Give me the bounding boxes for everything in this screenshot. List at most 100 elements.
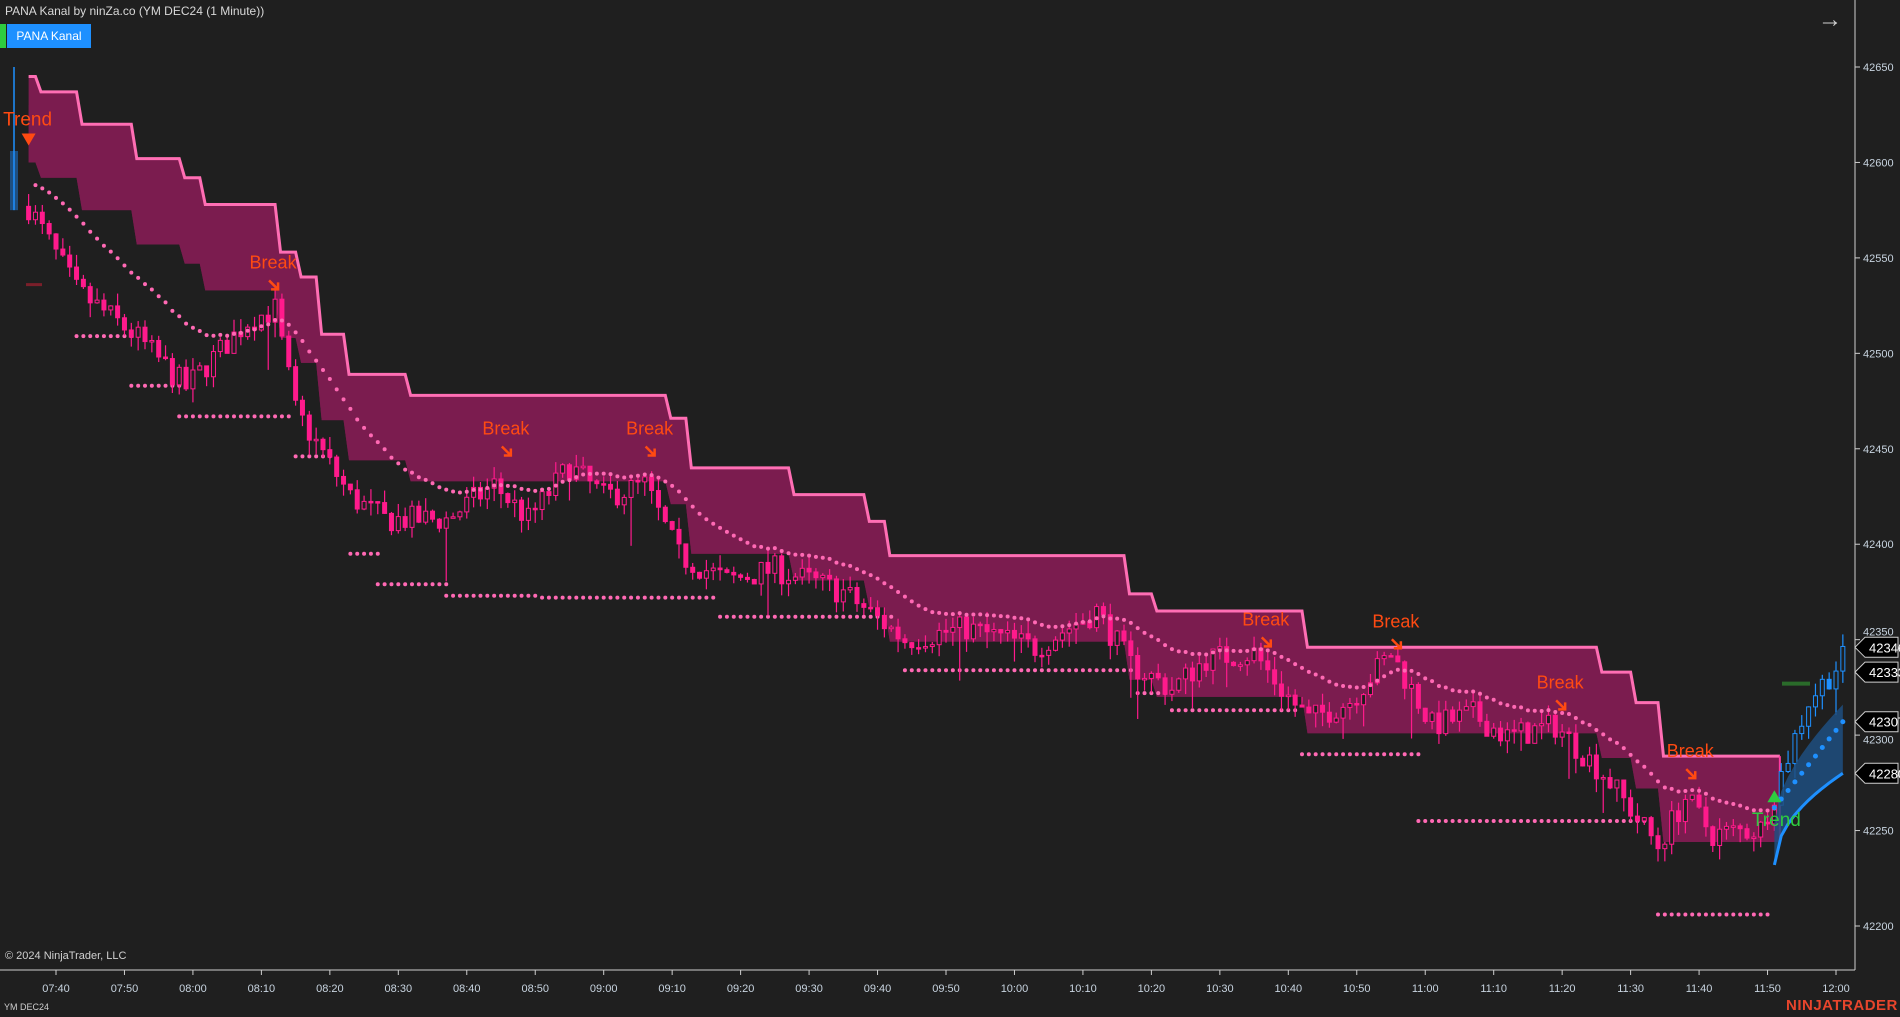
candle-body [875,607,881,616]
candle-body [128,329,134,338]
support-dot [1409,752,1414,757]
candle-body [1415,683,1421,709]
trend-label: Trend [1752,810,1801,831]
support-dot [1656,912,1660,917]
channel-midline-dot [1080,620,1085,625]
support-dot [218,414,223,419]
candle-body [573,466,579,480]
candle-body [861,603,867,608]
channel-midline-dot [1375,678,1380,683]
channel-midline-dot [416,475,421,480]
channel-midline-dot [1128,620,1133,625]
pana-kanal-indicator-button[interactable]: PANA Kanal [7,24,91,48]
support-dot [1142,691,1147,696]
support-dot [998,668,1003,673]
support-dot [225,414,230,419]
support-dot [1594,819,1599,824]
candle-body [375,501,381,504]
channel-midline-dot [1347,684,1352,689]
support-dot [807,614,812,619]
x-tick-label: 10:30 [1206,983,1234,995]
channel-midline-dot [1525,708,1530,713]
channel-midline-dot [33,183,38,188]
candle-body [635,480,641,483]
support-dot [95,334,100,339]
candle-body [1792,733,1798,764]
x-tick-label: 07:50 [111,983,139,995]
channel-midline-dot [581,472,586,477]
x-tick-label: 10:10 [1069,983,1097,995]
price-marker-label: 42307 [1869,715,1900,730]
candle-body [1189,667,1195,682]
x-tick-label: 08:20 [316,983,344,995]
arrow-right-icon[interactable]: → [1818,6,1842,33]
candle-body [560,464,566,474]
channel-midline-dot [1019,616,1024,621]
uptrend-midline-dot [1771,805,1777,811]
candle-body [60,248,66,256]
support-dot [478,593,483,598]
support-dot [581,595,586,600]
candle-body [1025,633,1031,640]
channel-midline-dot [1443,685,1448,690]
channel-midline-dot [464,489,469,494]
support-dot [1190,708,1195,713]
channel-midline-dot [608,472,613,477]
support-dot [813,614,818,619]
candle-body [1409,683,1415,689]
candle-body [1812,695,1818,708]
channel-midline-dot [341,397,346,402]
candle-body [888,626,894,630]
candle-body [1114,630,1120,646]
channel-midline-dot [67,207,72,212]
channel-midline-dot [1142,630,1147,635]
channel-midline-dot [1402,668,1407,673]
candle-body [601,483,607,486]
support-dot [314,454,319,459]
support-dot [567,595,572,600]
candle-body [1559,731,1565,738]
channel-midline-dot [526,487,531,492]
channel-midline-dot [1026,617,1031,622]
channel-midline-dot [574,475,579,480]
channel-midline-dot [129,270,134,275]
support-dot [800,614,805,619]
channel-midline-dot [882,581,887,586]
support-dot [1745,912,1749,917]
support-dot [101,334,106,339]
support-dot [855,614,859,619]
support-dot [574,595,579,600]
support-dot [834,614,839,619]
channel-midline-dot [286,322,291,327]
candle-body [176,366,182,386]
channel-midline-dot [1703,791,1708,796]
support-dot [437,582,442,587]
channel-midline-dot [909,599,914,604]
candle-body [1162,677,1168,695]
candle-body [1272,669,1278,685]
candle-body [1552,714,1558,738]
candle-body [1826,678,1832,690]
candle-body [1450,709,1456,722]
support-dot [1265,708,1270,713]
candle-body [108,305,114,311]
channel-midline-dot [1464,689,1469,694]
support-dot [1169,708,1174,713]
candle-body [1463,706,1469,711]
support-dot [1690,912,1695,917]
candle-body [827,574,833,580]
break-label: Break [626,419,674,439]
support-dot [1375,752,1380,757]
support-dot [923,668,928,673]
channel-midline-dot [451,489,456,494]
support-dot [690,595,695,600]
support-dot [827,614,832,619]
support-dot [177,414,182,419]
candle-body [792,576,798,581]
channel-midline-dot [697,511,702,516]
support-dot [937,668,942,673]
support-dot [499,593,503,598]
support-dot [1751,912,1756,917]
support-dot [1368,752,1373,757]
